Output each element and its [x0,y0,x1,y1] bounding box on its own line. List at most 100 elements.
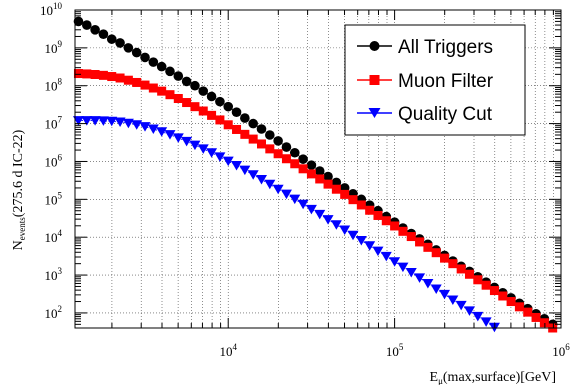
legend-marker-all-triggers [369,41,380,51]
data-point [430,284,442,294]
y-tick-label: 1010 [40,1,63,18]
data-point [148,83,158,93]
data-point [373,210,383,220]
data-point [181,136,193,147]
data-point [281,142,292,152]
data-point [82,20,92,30]
data-point [239,165,251,176]
data-point [265,144,275,154]
data-point [232,124,242,134]
data-point [106,116,118,127]
data-point [273,136,283,146]
data-point [456,264,466,274]
data-point [330,220,342,230]
data-point [305,204,317,215]
y-tick-label: 105 [45,190,63,207]
data-point [215,115,225,125]
data-point [415,237,425,247]
data-point [323,171,333,182]
data-point [289,147,300,158]
data-point [381,216,391,226]
y-axis-label: Nevents(275.6 d IC-22) [11,129,27,250]
data-point [489,286,499,296]
legend-label-muon-filter: Muon Filter [398,71,494,92]
data-point [131,120,143,130]
data-point [231,107,242,118]
data-point [223,101,234,112]
legend-label-all-triggers: All Triggers [398,37,493,58]
data-point [106,34,117,44]
data-point [248,134,258,144]
data-point [280,189,292,200]
data-point [90,24,100,35]
data-point [72,116,84,126]
data-point [340,189,350,199]
data-point [322,215,334,225]
data-point [398,226,408,236]
data-point [390,221,400,231]
data-point [297,199,309,210]
data-series [72,16,558,333]
data-point [355,235,367,246]
data-point [314,166,325,176]
data-point [480,317,492,327]
data-point [523,307,533,317]
data-point [189,140,201,151]
series-quality-cut [72,116,500,333]
data-point [265,130,275,140]
data-point [82,69,92,79]
axis-ticks [75,9,562,329]
data-point [114,117,126,128]
series-line [78,20,553,325]
series-muon-filter [73,69,558,333]
data-point [98,29,109,39]
data-point [73,69,83,79]
data-point [156,61,167,72]
data-point [264,179,276,190]
data-point [198,86,209,96]
data-point [140,80,150,90]
legend-item-muon-filter: Muon Filter [357,71,494,92]
data-point [447,295,459,305]
data-point [115,38,125,48]
x-tick-label: 105 [386,342,404,359]
data-point [414,273,426,283]
y-tick-label: 102 [45,304,63,321]
data-point [223,120,233,130]
data-point [439,289,451,300]
data-point [315,174,325,184]
data-point [463,306,475,316]
data-point [306,160,317,170]
data-point [431,248,441,258]
data-point [181,76,192,87]
data-point [255,174,267,185]
data-point [498,291,508,301]
data-point [481,280,491,290]
data-point [422,278,434,289]
data-point [356,200,366,210]
data-point [331,184,341,194]
y-tick-label: 108 [45,77,63,94]
data-point [397,262,409,273]
x-tick-label: 104 [219,342,237,359]
data-point [214,152,226,162]
legend: All Triggers Muon Filter Quality Cut [344,24,526,136]
data-point [256,139,266,149]
data-point [405,267,417,278]
data-point [190,80,200,91]
data-point [131,47,142,58]
data-point [139,122,151,132]
data-point [256,124,267,134]
data-point [206,91,217,102]
y-tick-label: 109 [45,39,63,56]
data-point [248,118,258,129]
data-point [240,113,250,123]
data-point [364,241,376,251]
data-point [298,154,308,164]
data-point [314,209,326,220]
data-point [172,133,184,143]
data-point [90,69,100,79]
plot-frame [74,9,562,329]
data-point [281,154,291,164]
data-point [107,72,117,82]
